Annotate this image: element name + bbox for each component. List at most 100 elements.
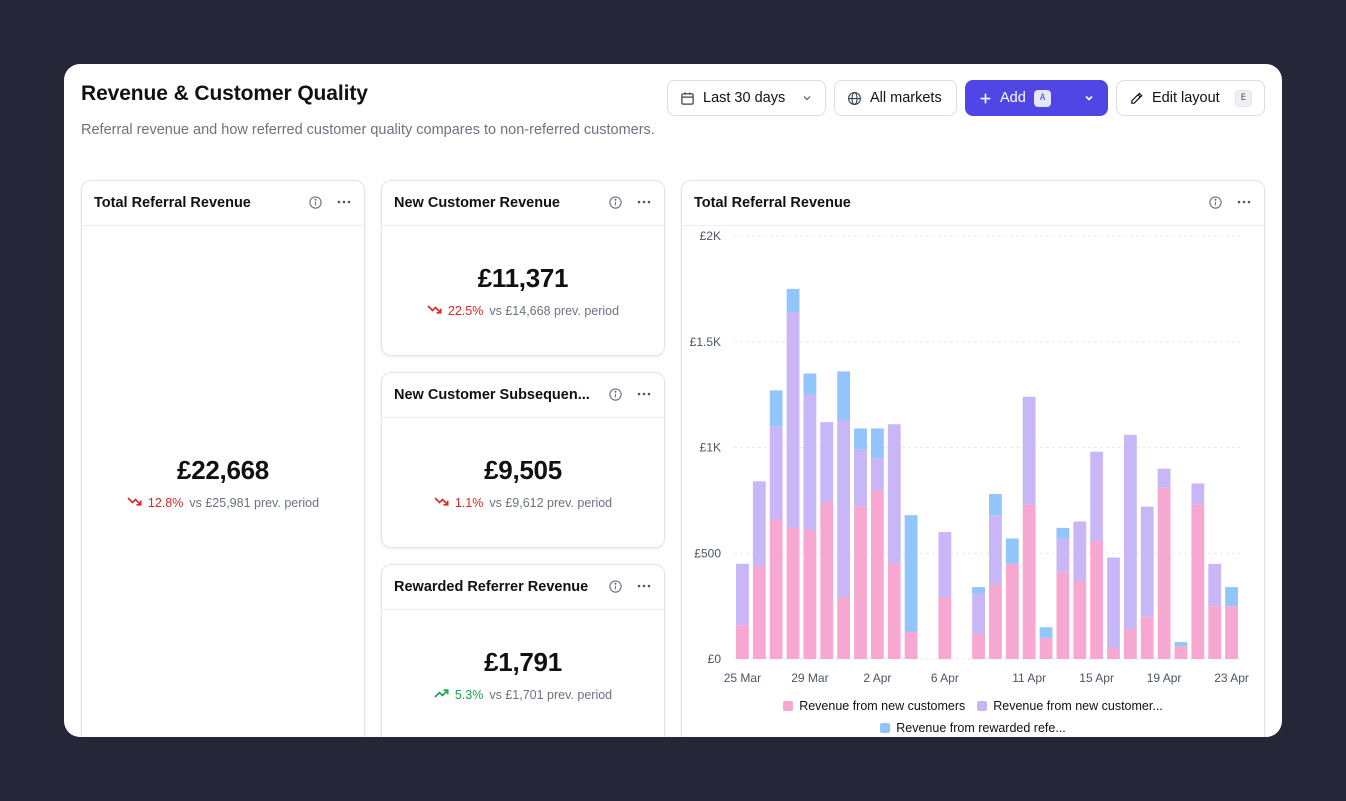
bar-segment[interactable]: [786, 288, 800, 313]
bar-segment[interactable]: [989, 515, 1002, 585]
more-options-icon[interactable]: [636, 578, 652, 599]
bar-segment[interactable]: [1005, 563, 1019, 659]
bar-segment[interactable]: [837, 420, 851, 598]
globe-icon: [847, 91, 862, 106]
bar-segment[interactable]: [938, 532, 952, 598]
pencil-icon: [1129, 91, 1144, 106]
bar-segment[interactable]: [1056, 538, 1070, 573]
bar-segment[interactable]: [1225, 587, 1238, 607]
edit-layout-label: Edit layout: [1152, 90, 1220, 106]
bar-segment[interactable]: [870, 458, 884, 490]
bar-segment[interactable]: [803, 529, 817, 659]
date-range-button[interactable]: Last 30 days: [667, 80, 826, 116]
bar-segment[interactable]: [1174, 642, 1188, 647]
info-icon[interactable]: [1208, 195, 1223, 215]
bar-segment[interactable]: [989, 494, 1002, 516]
bar-segment[interactable]: [1022, 504, 1036, 659]
bar-segment[interactable]: [972, 633, 985, 659]
bar-segment[interactable]: [904, 631, 918, 659]
more-options-icon[interactable]: [636, 386, 652, 407]
bar-segment[interactable]: [870, 489, 884, 659]
add-button[interactable]: Add A: [965, 80, 1108, 116]
bar-segment[interactable]: [1157, 468, 1171, 488]
bar-segment[interactable]: [837, 371, 851, 421]
info-icon[interactable]: [308, 195, 323, 215]
bar-segment[interactable]: [1191, 483, 1205, 505]
bar-segment[interactable]: [1005, 538, 1019, 564]
stacked-bar-chart[interactable]: £0 £500 £1K £1.5K £2K 25 Mar 29 Mar 2 Apr 6 Apr 1…: [682, 226, 1266, 696]
bar-segment[interactable]: [1123, 629, 1137, 659]
bar-segment[interactable]: [1225, 606, 1238, 659]
bar-segment[interactable]: [769, 519, 783, 659]
bar-segment[interactable]: [870, 428, 884, 459]
bar-segment[interactable]: [1073, 580, 1087, 659]
trend-down-icon: [434, 496, 449, 510]
bar-segment[interactable]: [736, 563, 749, 626]
markets-button[interactable]: All markets: [834, 80, 957, 116]
bar-segment[interactable]: [786, 312, 800, 528]
bar-segment[interactable]: [1039, 637, 1053, 659]
bar-segment[interactable]: [1039, 627, 1053, 638]
bar-segment[interactable]: [752, 481, 766, 566]
bar-segment[interactable]: [854, 428, 867, 450]
legend-item-rewarded[interactable]: Revenue from rewarded refe...: [880, 721, 1066, 735]
info-icon[interactable]: [608, 579, 623, 599]
edit-layout-button[interactable]: Edit layout E: [1116, 80, 1265, 116]
date-range-label: Last 30 days: [703, 90, 786, 106]
bar-segment[interactable]: [1140, 616, 1154, 659]
info-icon[interactable]: [608, 387, 623, 407]
bar-segment[interactable]: [1208, 606, 1222, 659]
calendar-icon: [680, 91, 695, 106]
bar-segment[interactable]: [1208, 563, 1222, 607]
bar-segment[interactable]: [1073, 521, 1087, 581]
bar-segment[interactable]: [1174, 646, 1188, 659]
metric-block: £11,371 22.5% vs £14,668 prev. period: [382, 263, 664, 318]
card-title: New Customer Revenue: [394, 195, 560, 211]
bar-segment[interactable]: [938, 597, 952, 659]
bar-segment[interactable]: [1090, 451, 1104, 541]
bar-segment[interactable]: [1157, 487, 1171, 659]
bar-segment[interactable]: [887, 424, 901, 564]
bar-segment[interactable]: [1090, 540, 1104, 659]
bar-segment[interactable]: [854, 449, 867, 507]
add-dropdown-toggle[interactable]: [1071, 81, 1107, 115]
bar-segment[interactable]: [803, 394, 817, 530]
bar-segment[interactable]: [1056, 572, 1070, 659]
bar-segment[interactable]: [1140, 506, 1154, 617]
bar-segment[interactable]: [1123, 434, 1137, 630]
bar-segment[interactable]: [854, 506, 867, 659]
bar-segment[interactable]: [972, 587, 985, 594]
more-options-icon[interactable]: [336, 194, 352, 215]
bar-segment[interactable]: [972, 593, 985, 634]
previous-period-text: vs £1,701 prev. period: [489, 688, 613, 702]
legend-item-subsequent[interactable]: Revenue from new customer...: [977, 699, 1163, 713]
more-options-icon[interactable]: [636, 194, 652, 215]
y-tick-label: £0: [708, 652, 722, 666]
bar-segment[interactable]: [752, 565, 766, 659]
more-options-icon[interactable]: [1236, 194, 1252, 215]
bar-segment[interactable]: [820, 502, 834, 659]
bar-segment[interactable]: [786, 527, 800, 659]
previous-period-text: vs £9,612 prev. period: [489, 496, 613, 510]
metric-value: £9,505: [484, 455, 562, 485]
total-referral-revenue-chart-card: Total Referral Revenue £0 £500 £1K £1.5K £2K…: [681, 180, 1265, 737]
metric-value: £22,668: [177, 455, 269, 485]
bar-segment[interactable]: [989, 584, 1002, 659]
bar-segment[interactable]: [803, 373, 817, 395]
bar-segment[interactable]: [1056, 527, 1070, 539]
bar-segment[interactable]: [887, 563, 901, 659]
bar-segment[interactable]: [904, 515, 918, 632]
info-icon[interactable]: [608, 195, 623, 215]
legend-item-new-customers[interactable]: Revenue from new customers: [783, 699, 965, 713]
bar-segment[interactable]: [1107, 648, 1120, 659]
bar-segment[interactable]: [1191, 504, 1205, 659]
chart-legend: Revenue from new customers Revenue from …: [682, 699, 1264, 735]
bar-segment[interactable]: [1022, 396, 1036, 505]
bar-segment[interactable]: [769, 390, 783, 427]
bar-segment[interactable]: [837, 597, 851, 659]
bar-segment[interactable]: [736, 625, 749, 659]
bar-segment[interactable]: [769, 426, 783, 520]
bar-segment[interactable]: [820, 422, 834, 503]
trend-up-icon: [434, 688, 449, 702]
bar-segment[interactable]: [1107, 557, 1120, 649]
